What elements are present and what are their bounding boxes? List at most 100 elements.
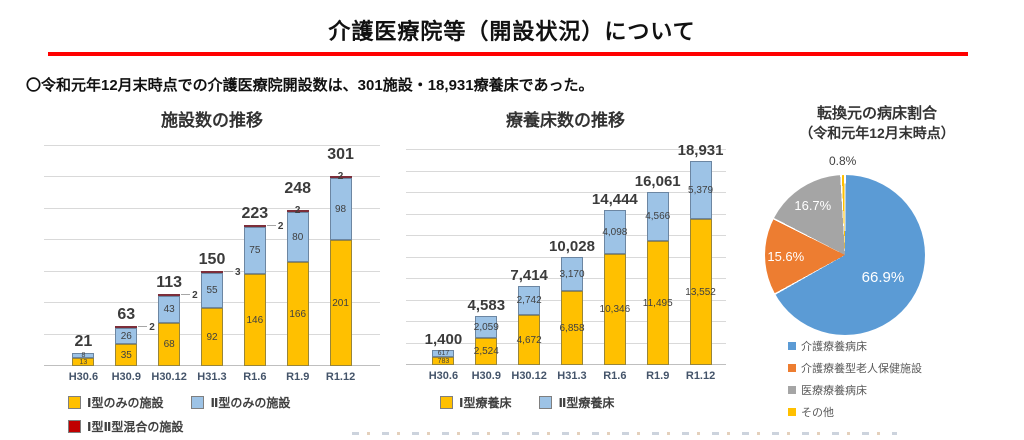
bar-segment [286,262,309,366]
pie-legend: 介護療養病床 介護療養型老人保健施設 医療療養病床 その他 [788,338,922,426]
legend-label: Ⅱ型療養床 [558,396,615,410]
bar-segment [115,328,138,344]
bar-segment [329,240,352,366]
x-axis-label: R1.12 [685,370,716,382]
callout-line [224,271,233,272]
bar-segment [603,210,626,254]
legend-swatch [68,420,81,433]
x-axis-label: H31.3 [197,371,227,383]
legend-swatch [539,396,553,409]
bar-total-label: 301 [327,146,354,163]
gridline [406,192,726,193]
bar-segment [689,219,712,365]
beds-plot-area: 783 617 1,400 2,524 2,059 4,583 4,672 2,742 7,41… [406,143,726,365]
x-axis-label: R1.9 [646,370,670,382]
x-axis-label: R1.6 [243,371,267,383]
bar-segment-value: 75 [249,245,261,256]
bar-segment [243,274,266,366]
bar-segment [201,271,223,273]
cropped-caption-fragment [352,432,897,438]
pie-slice-percent-label: 15.6% [767,248,805,264]
bar-segment [158,294,181,296]
bar-segment-value: 10,346 [599,304,631,315]
bar-segment-value: 146 [246,314,264,326]
legend-row: Ⅰ型Ⅱ型混合の施設 [68,418,386,435]
bar-segment [158,323,181,366]
gridline [406,235,726,236]
bar-segment [329,176,352,178]
bar-segment [72,358,95,366]
pie-slice-percent-label: 16.7% [794,197,832,213]
conversion-source-pie-chart: 転換元の病床割合 （令和元年12月末時点） 介護療養病床 介護療養型老人保健施設医… [730,98,1024,440]
facilities-chart-legend: Ⅰ型のみの施設 Ⅱ型のみの施設 Ⅰ型Ⅱ型混合の施設 [38,394,386,440]
mixed-count-label: 2 [294,205,301,216]
bar-segment [603,254,626,365]
beds-bar-chart: 療養床数の推移 783 617 1,400 2,524 2,059 4,583 4,672 2… [398,98,733,440]
bar-segment [432,350,455,357]
gridline [44,145,380,146]
bar-segment [201,308,223,366]
legend-swatch [191,396,205,409]
bar-total-label: 7,414 [510,267,548,284]
bar-segment [475,316,498,338]
bar-segment-value: 11,495 [642,297,673,309]
bar-segment-value: 8 [81,352,86,360]
legend-label: Ⅰ型Ⅱ型混合の施設 [87,420,184,434]
x-axis-label: R1.6 [603,370,627,382]
bar-segment-value: 3,170 [559,268,585,280]
facilities-plot-area: 13 8 21 35 26 2 63 68 43 2 113 92 55 3 150 146 75 2 223 166… [44,145,380,366]
bar-segment-value: 2,524 [473,346,499,357]
bar-segment [115,344,138,366]
gridline [44,239,380,241]
bar-segment-value: 4,098 [602,226,628,238]
pie-legend-label: その他 [801,407,834,419]
bar-segment [329,178,352,240]
callout-line [138,326,148,327]
bar-total-label: 150 [198,251,226,268]
gridline [44,176,380,178]
summary-text: 〇令和元年12月末時点での介護医療院開設数は、301施設・18,931療養床であ… [26,77,594,94]
bar-total-label: 223 [241,205,269,222]
bar-segment [286,212,309,262]
bar-segment [475,338,498,365]
x-axis-label: H31.3 [557,370,587,382]
legend-swatch [440,396,453,409]
bar-segment-value: 80 [292,231,304,243]
pie-legend-swatch [788,386,796,394]
pie-legend-swatch [788,342,796,350]
x-axis-label: H30.9 [111,371,141,383]
callout-line [181,294,191,295]
legend-row: Ⅰ型療養床 Ⅱ型療養床 [440,394,733,411]
bar-segment [243,225,266,227]
bar-total-label: 113 [156,274,183,291]
bar-segment [646,241,669,365]
bar-segment-value: 201 [332,297,349,309]
bar-segment [518,315,541,365]
legend-label: Ⅱ型のみの施設 [210,396,291,410]
legend-item: Ⅰ型療養床 [440,394,511,411]
mixed-count-label: 2 [192,290,198,301]
x-axis-label: H30.6 [428,370,459,382]
bar-segment-value: 26 [120,330,132,342]
beds-chart-title: 療養床数の推移 [506,111,625,130]
bar-segment-value: 2,059 [473,321,499,333]
bar-total-label: 16,061 [634,173,681,190]
bar-segment [646,192,669,241]
bar-segment [432,357,455,365]
bar-segment-value: 43 [163,304,175,315]
bar-segment [158,296,181,323]
mixed-count-label: 2 [277,221,284,232]
beds-chart-legend: Ⅰ型療養床 Ⅱ型療養床 [398,394,733,418]
bar-segment-value: 92 [206,331,218,343]
bar-total-label: 63 [117,306,136,323]
pie-chart-title: 転換元の病床割合 [816,105,937,122]
x-axis-label: R1.9 [286,371,310,383]
bar-segment-value: 35 [120,349,132,361]
bar-segment-value: 13,552 [685,286,716,298]
x-axis-label: H30.12 [151,371,187,383]
mixed-count-label: 2 [149,322,155,333]
pie-legend-label: 介護療養病床 [801,341,867,353]
bar-segment-value: 13 [79,358,88,366]
mixed-count-label: 3 [235,267,241,278]
bar-segment-value: 2,742 [516,295,542,306]
